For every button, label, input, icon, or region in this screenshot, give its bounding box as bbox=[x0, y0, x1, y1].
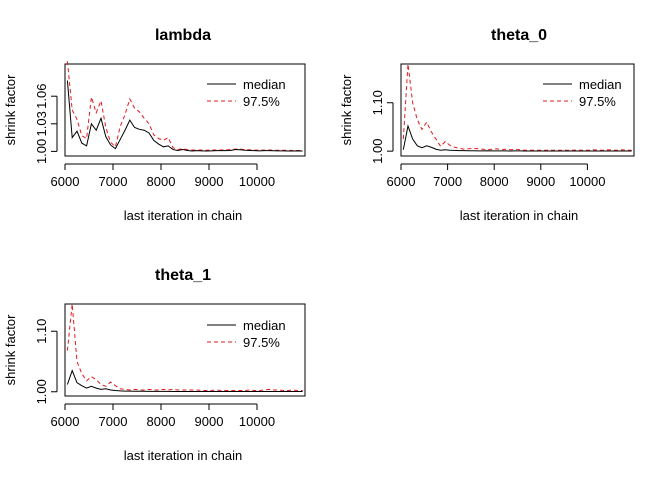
x-tick-label: 8000 bbox=[147, 174, 176, 189]
x-tick-label: 9000 bbox=[195, 414, 224, 429]
x-tick-label: 10000 bbox=[239, 174, 275, 189]
panel-theta-0-xaxis: 6000 7000 8000 9000 10000 bbox=[387, 163, 605, 189]
legend-label-97-5: 97.5% bbox=[243, 94, 280, 109]
panel-lambda-ylabel: shrink factor bbox=[3, 74, 18, 145]
x-tick-label: 10000 bbox=[569, 174, 605, 189]
panel-theta-0-plot-box bbox=[400, 63, 635, 157]
series-line-median bbox=[402, 124, 632, 152]
x-tick-label: 6000 bbox=[51, 174, 80, 189]
y-tick-label: 1.00 bbox=[370, 139, 385, 164]
panel-lambda-xaxis: 6000 7000 8000 9000 10000 bbox=[51, 163, 275, 189]
y-tick-label: 1.10 bbox=[34, 319, 49, 344]
panel-lambda-plot-box bbox=[64, 63, 306, 157]
panel-theta-1-xlabel: last iteration in chain bbox=[124, 448, 243, 463]
y-tick-label: 1.00 bbox=[34, 139, 49, 164]
panel-theta-1-xaxis: 6000 7000 8000 9000 10000 bbox=[51, 403, 275, 429]
panel-theta-1-yaxis: 1.00 1.10 bbox=[34, 319, 58, 404]
panel-theta-1-legend: median 97.5% bbox=[207, 318, 286, 350]
panel-theta-1-series bbox=[66, 303, 303, 393]
panel-lambda-yaxis: 1.00 1.03 1.06 bbox=[34, 84, 58, 164]
panel-lambda: lambda 1.00 1.03 1.06 6000 7000 8000 9000 1000… bbox=[3, 27, 306, 223]
panel-theta-0-yaxis: 1.00 1.10 bbox=[370, 90, 394, 164]
x-tick-label: 6000 bbox=[387, 174, 416, 189]
panel-theta-0: theta_0 1.00 1.10 6000 7000 8000 9000 10000 s… bbox=[339, 27, 635, 223]
panel-lambda-xlabel: last iteration in chain bbox=[124, 208, 243, 223]
legend-label-97-5: 97.5% bbox=[579, 94, 616, 109]
x-tick-label: 10000 bbox=[239, 414, 275, 429]
panel-lambda-title: lambda bbox=[155, 27, 211, 44]
panel-theta-1-ylabel: shrink factor bbox=[3, 314, 18, 385]
x-tick-label: 7000 bbox=[99, 414, 128, 429]
legend-label-97-5: 97.5% bbox=[243, 335, 280, 350]
series-line-97-5 bbox=[66, 303, 303, 392]
x-tick-label: 9000 bbox=[526, 174, 555, 189]
y-tick-label: 1.00 bbox=[34, 379, 49, 404]
panel-theta-0-title: theta_0 bbox=[491, 27, 547, 44]
series-line-97-5 bbox=[66, 61, 303, 151]
legend-label-median: median bbox=[243, 77, 286, 92]
x-tick-label: 7000 bbox=[99, 174, 128, 189]
panel-theta-1-plot-box bbox=[64, 303, 306, 397]
panel-lambda-legend: median 97.5% bbox=[207, 77, 286, 109]
series-line-median bbox=[66, 80, 303, 152]
legend-label-median: median bbox=[243, 318, 286, 333]
panel-theta-0-series bbox=[402, 63, 632, 152]
x-tick-label: 9000 bbox=[195, 174, 224, 189]
y-tick-label: 1.03 bbox=[34, 111, 49, 136]
x-tick-label: 6000 bbox=[51, 414, 80, 429]
y-tick-label: 1.10 bbox=[370, 90, 385, 115]
panel-theta-0-xlabel: last iteration in chain bbox=[460, 208, 579, 223]
panel-lambda-series bbox=[66, 61, 303, 152]
series-line-97-5 bbox=[402, 63, 632, 151]
panel-theta-0-ylabel: shrink factor bbox=[339, 74, 354, 145]
panel-theta-0-legend: median 97.5% bbox=[543, 77, 622, 109]
legend-label-median: median bbox=[579, 77, 622, 92]
panel-theta-1: theta_1 1.00 1.10 6000 7000 8000 9000 10000 s… bbox=[3, 267, 306, 463]
panel-theta-1-title: theta_1 bbox=[155, 267, 211, 284]
x-tick-label: 8000 bbox=[147, 414, 176, 429]
series-line-median bbox=[66, 369, 303, 393]
x-tick-label: 7000 bbox=[433, 174, 462, 189]
x-tick-label: 8000 bbox=[480, 174, 509, 189]
y-tick-label: 1.06 bbox=[34, 84, 49, 109]
